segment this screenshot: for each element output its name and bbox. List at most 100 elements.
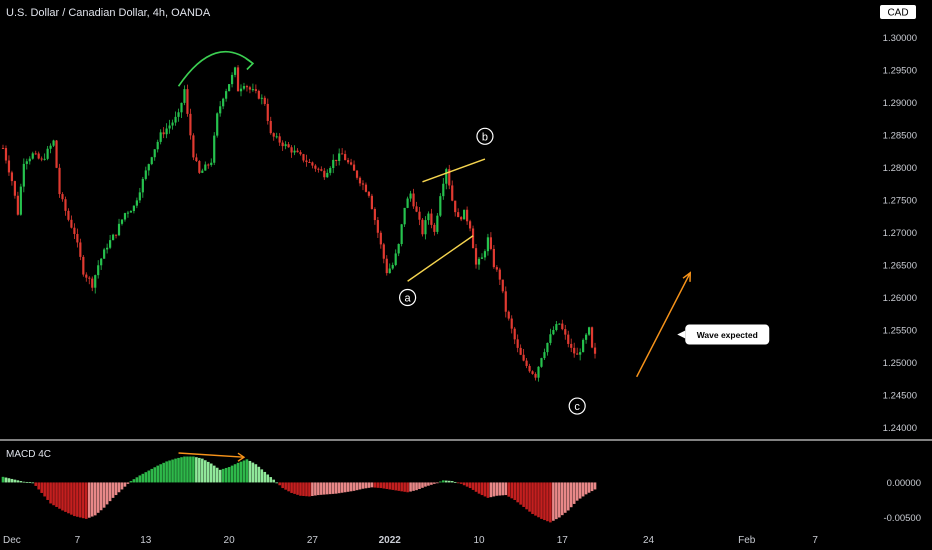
macd-bar — [251, 462, 255, 483]
candle — [242, 82, 246, 91]
trend-line[interactable] — [407, 235, 474, 282]
curved-arrow[interactable] — [177, 50, 255, 87]
macd-bar — [16, 480, 20, 483]
symbol-title[interactable]: U.S. Dollar / Canadian Dollar, 4h, OANDA — [6, 7, 211, 19]
macd-bar — [254, 464, 258, 483]
macd-bar — [34, 482, 38, 486]
candle — [55, 139, 58, 169]
candle — [70, 215, 73, 229]
candle — [100, 257, 103, 270]
candle — [207, 163, 210, 169]
macd-bar — [87, 482, 91, 518]
candle — [103, 247, 106, 259]
candle — [567, 330, 570, 348]
candle — [299, 150, 302, 156]
macd-bar — [328, 482, 332, 495]
macd-bar — [581, 482, 585, 497]
macd-bar — [483, 482, 487, 497]
macd-bar — [195, 457, 198, 483]
macd-bar — [52, 482, 55, 506]
macd-bar — [55, 482, 58, 507]
macd-bar — [281, 482, 284, 489]
macd-pane[interactable]: MACD 4C 0.00000 -0.00500 — [1, 449, 921, 524]
macd-bar — [498, 482, 502, 496]
macd-bar — [209, 463, 213, 483]
time-tick-label: 20 — [224, 535, 236, 546]
macd-bar — [352, 482, 356, 491]
candle — [34, 150, 37, 155]
svg-text:a: a — [405, 293, 412, 305]
macd-bar — [311, 482, 314, 496]
macd-bar — [569, 482, 573, 508]
macd-bar — [489, 482, 493, 498]
macd-bar — [31, 482, 35, 484]
drawing-layer[interactable] — [177, 50, 692, 378]
wave-label-c[interactable]: c — [568, 397, 586, 415]
macd-bar — [513, 482, 516, 500]
svg-text:Wave expected: Wave expected — [697, 330, 758, 340]
macd-bar — [370, 482, 374, 488]
macd-bar — [230, 465, 234, 483]
candle — [189, 108, 192, 140]
price-tick-label: 1.25500 — [883, 326, 917, 337]
wave-label-b[interactable]: b — [476, 127, 494, 145]
price-axis[interactable]: CAD 1.300001.295001.290001.285001.280001… — [880, 5, 917, 434]
macd-bar — [159, 464, 162, 483]
macd-histogram-series — [1, 456, 597, 523]
candle — [427, 211, 430, 225]
macd-bar — [450, 481, 454, 483]
candle — [406, 196, 409, 209]
macd-bar — [385, 482, 389, 489]
candle — [37, 151, 40, 160]
macd-bar — [563, 482, 567, 513]
divergence-arrow[interactable] — [178, 452, 246, 462]
macd-bar — [537, 482, 540, 518]
macd-bar — [93, 482, 97, 516]
callout-label[interactable]: Wave expected — [677, 324, 770, 345]
macd-bar — [546, 482, 549, 522]
annotation-layer[interactable]: a b c Wave expected — [399, 127, 770, 415]
macd-bar — [180, 457, 183, 483]
time-tick-label: 2022 — [379, 535, 402, 546]
macd-bar — [465, 482, 469, 487]
macd-bar — [492, 482, 496, 497]
candle — [213, 132, 216, 166]
candle — [382, 242, 385, 264]
candle — [516, 334, 519, 353]
candle — [326, 169, 329, 178]
candle — [474, 244, 478, 269]
macd-bar — [522, 482, 525, 507]
candle — [129, 210, 133, 213]
candle — [22, 158, 25, 193]
candle — [257, 89, 260, 100]
currency-badge[interactable] — [880, 5, 916, 19]
candle — [433, 222, 436, 236]
candle — [290, 145, 293, 158]
expected-move-arrow[interactable] — [636, 271, 692, 378]
candle — [251, 83, 254, 92]
macd-bar — [206, 461, 210, 483]
macd-bar — [138, 475, 142, 483]
candle — [123, 212, 127, 222]
macd-bar — [575, 482, 579, 501]
candle — [492, 245, 495, 269]
macd-indicator-title[interactable]: MACD 4C — [6, 449, 51, 460]
time-axis[interactable]: Dec 7 13 20 27 2022 10 17 24 Feb 7 — [3, 535, 818, 546]
macd-bar — [302, 482, 305, 496]
macd-bar — [236, 462, 240, 483]
macd-bar — [477, 482, 481, 494]
candle — [135, 197, 138, 209]
macd-bar — [212, 465, 216, 483]
price-pane[interactable]: a b c Wave expected — [1, 50, 770, 415]
macd-bar — [22, 481, 26, 483]
candle — [28, 156, 31, 165]
price-tick-label: 1.29500 — [883, 66, 917, 77]
macd-bar — [4, 477, 8, 483]
macd-bar — [192, 456, 195, 483]
time-tick-label: 27 — [307, 535, 319, 546]
macd-annotation-layer[interactable] — [178, 452, 246, 462]
candle — [183, 85, 186, 106]
trend-line[interactable] — [422, 158, 486, 183]
wave-label-a[interactable]: a — [399, 288, 417, 307]
